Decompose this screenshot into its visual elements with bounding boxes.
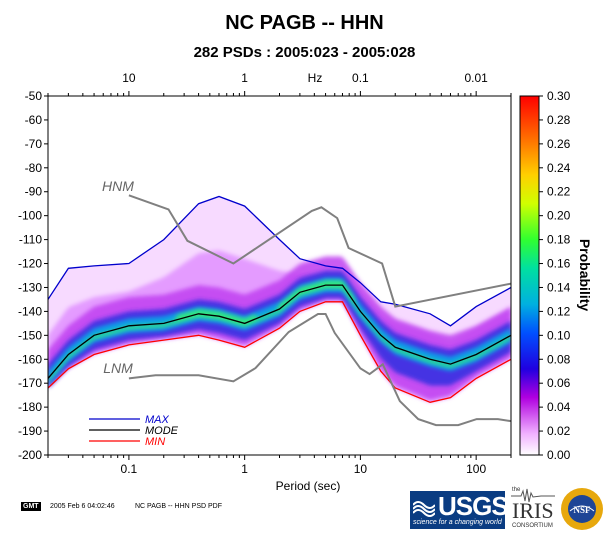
colorbar-tick-label: 0.16 (547, 257, 571, 271)
colorbar-tick-label: 0.06 (547, 376, 571, 390)
nsf-logo: NSF (561, 488, 603, 530)
heat-band-blue (48, 270, 511, 388)
nsf-sunburst-icon (561, 488, 603, 530)
y-tick-label: -140 (18, 304, 42, 318)
colorbar (519, 95, 540, 456)
colorbar-tick-label: 0.10 (547, 328, 571, 342)
series-line-mode (48, 284, 511, 379)
iris-seismogram-icon (511, 488, 555, 503)
top-tick-label: 0.01 (464, 71, 488, 85)
iris-the-text: the (512, 487, 521, 493)
iris-logo-text: IRIS (512, 498, 554, 523)
legend-label-min: MIN (145, 436, 165, 448)
colorbar-tick-label: 0.22 (547, 185, 571, 199)
top-tick-label: 1 (241, 71, 248, 85)
usgs-logo: USGS science for a changing world (410, 491, 509, 529)
x-tick-label: 10 (354, 462, 368, 476)
x-tick-label: 100 (466, 462, 486, 476)
y-tick-label: -150 (18, 328, 42, 342)
chart-title: NC PAGB -- HHN (225, 12, 384, 34)
usgs-wave-icon (413, 501, 435, 517)
y-tick-label: -160 (18, 352, 42, 366)
y-tick-label: -170 (18, 376, 42, 390)
y-tick-label: -120 (18, 257, 42, 271)
colorbar-tick-label: 0.28 (547, 113, 571, 127)
colorbar-tick-label: 0.04 (547, 400, 571, 414)
series-line-lnm (128, 313, 511, 427)
colorbar-tick-label: 0.02 (547, 424, 571, 438)
colorbar-tick-label: 0.26 (547, 137, 571, 151)
annotation-hnm: HNM (102, 178, 134, 194)
colorbar-tick-label: 0.00 (547, 448, 571, 462)
y-tick-label: -200 (18, 448, 42, 462)
colorbar-label: Probability (577, 239, 593, 312)
x-tick-label: 0.1 (121, 462, 138, 476)
footer-label: NC PAGB -- HHN PSD PDF (135, 503, 222, 510)
legend-label-mode: MODE (145, 425, 179, 437)
probability-density-field (48, 196, 511, 403)
colorbar-tick-label: 0.18 (547, 233, 571, 247)
y-tick-label: -70 (25, 137, 43, 151)
x-axis-label: Period (sec) (276, 479, 341, 493)
annotation-lnm: LNM (103, 360, 133, 376)
chart-subtitle: 282 PSDs : 2005:023 - 2005:028 (193, 44, 416, 61)
usgs-tagline: science for a changing world (413, 519, 502, 526)
x-tick-label: 1 (241, 462, 248, 476)
top-tick-label: 0.1 (352, 71, 369, 85)
colorbar-tick-label: 0.14 (547, 280, 571, 294)
colorbar-tick-label: 0.20 (547, 209, 571, 223)
y-tick-label: -90 (25, 185, 43, 199)
y-tick-label: -190 (18, 424, 42, 438)
usgs-logo-text: USGS (438, 491, 509, 521)
y-tick-label: -100 (18, 209, 42, 223)
y-tick-label: -180 (18, 400, 42, 414)
colorbar-tick-label: 0.24 (547, 161, 571, 175)
y-tick-label: -130 (18, 280, 42, 294)
iris-consortium-text: CONSORTIUM (512, 523, 553, 529)
top-axis-label: Hz (308, 71, 323, 85)
gmt-badge: GMT (21, 502, 41, 511)
heat-band-cyan (48, 277, 511, 386)
nsf-text: NSF (573, 505, 591, 515)
series-line-max (48, 195, 511, 327)
series-line-min (48, 301, 511, 403)
gmt-timestamp: 2005 Feb 6 04:02:46 (50, 503, 115, 510)
legend-label-max: MAX (145, 414, 170, 426)
y-tick-label: -80 (25, 161, 43, 175)
series-line-hnm (128, 194, 511, 308)
y-tick-label: -60 (25, 113, 43, 127)
top-tick-label: 10 (122, 71, 136, 85)
colorbar-tick-label: 0.30 (547, 89, 571, 103)
y-tick-label: -50 (25, 89, 43, 103)
colorbar-tick-label: 0.12 (547, 304, 571, 318)
y-tick-label: -110 (19, 233, 42, 247)
colorbar-tick-label: 0.08 (547, 352, 571, 366)
